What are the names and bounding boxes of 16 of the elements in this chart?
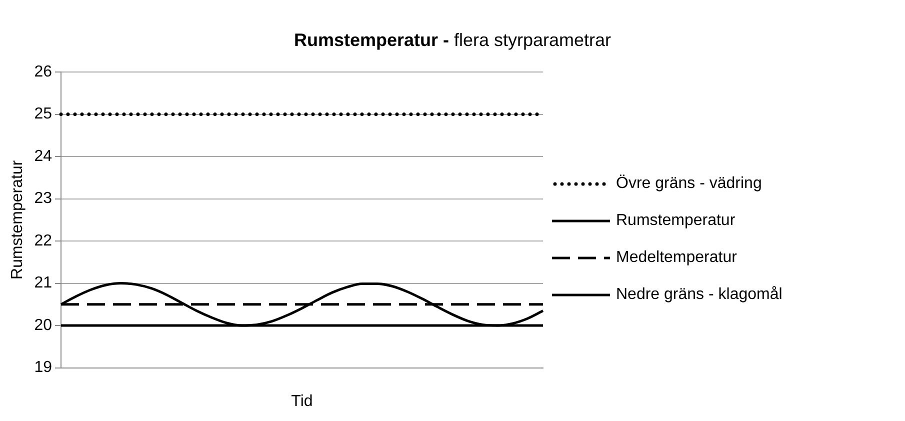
y-tick-label: 19	[34, 359, 52, 376]
legend-label: Rumstemperatur	[616, 212, 736, 230]
legend-label: Nedre gräns - klagomål	[616, 286, 782, 304]
legend-label: Medeltemperatur	[616, 248, 737, 266]
y-tick-label: 24	[34, 148, 52, 165]
chart-title: Rumstemperatur -	[294, 30, 449, 50]
y-tick-label: 20	[34, 316, 52, 334]
y-axis-title: Rumstemperatur	[9, 160, 26, 280]
y-tick-label: 25	[34, 106, 52, 123]
y-tick-label: 26	[34, 63, 52, 80]
chart-subtitle: flera styrparametrar	[454, 30, 612, 50]
x-axis-title: Tid	[291, 392, 313, 410]
legend-label: Övre gräns - vädring	[616, 174, 762, 192]
y-tick-label: 23	[34, 190, 52, 208]
y-tick-label: 21	[34, 274, 52, 292]
y-tick-label: 22	[34, 232, 52, 250]
